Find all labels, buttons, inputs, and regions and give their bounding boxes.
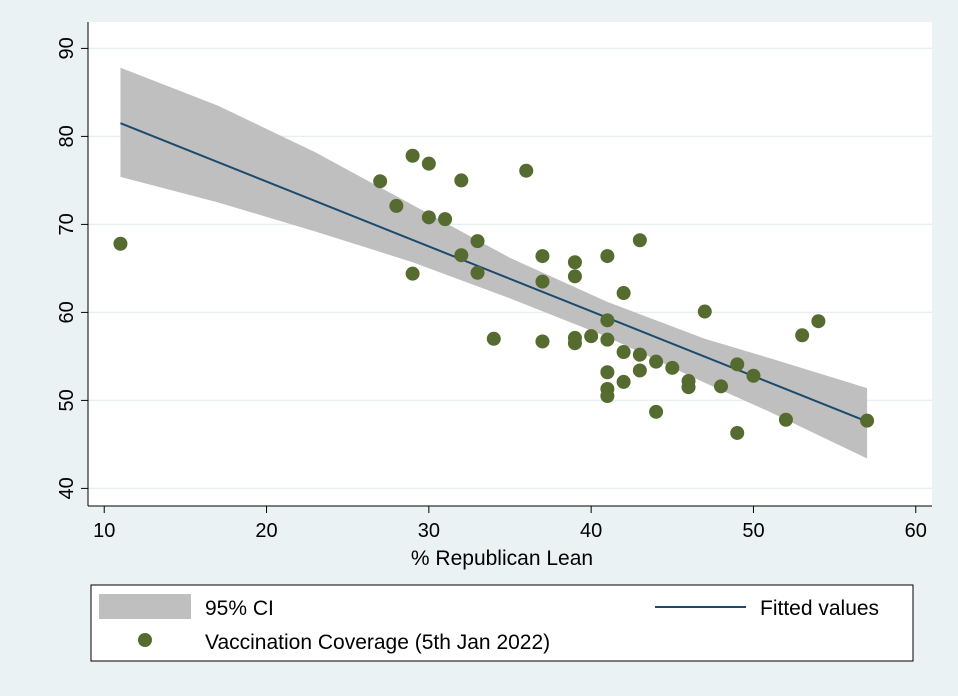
data-point: [730, 357, 745, 372]
legend: 95% CI Fitted values Vaccination Coverag…: [90, 584, 914, 662]
x-tick-label: 30: [418, 520, 440, 542]
y-ticks: 40 50 60 70 80 90: [56, 37, 88, 500]
data-point: [584, 329, 599, 344]
data-point: [421, 210, 436, 225]
data-point: [730, 425, 745, 440]
data-point: [632, 363, 647, 378]
data-point: [470, 265, 485, 280]
data-point: [454, 173, 469, 188]
data-point: [714, 379, 728, 394]
data-point: [616, 286, 631, 301]
data-point: [389, 198, 404, 213]
data-point: [535, 334, 550, 349]
y-tick-label: 90: [56, 37, 78, 59]
data-point: [535, 274, 550, 289]
grid-lines: [88, 47, 932, 489]
data-point: [519, 163, 534, 178]
data-point: [600, 332, 615, 347]
data-point: [795, 328, 810, 343]
data-point: [811, 314, 826, 329]
data-point: [567, 336, 582, 351]
scatter-points: [113, 148, 875, 440]
data-point: [600, 249, 615, 264]
data-point: [438, 212, 453, 227]
data-point: [405, 266, 420, 281]
y-tick-label: 50: [56, 389, 78, 411]
legend-fit-label: Fitted values: [760, 597, 879, 620]
legend-box: [90, 584, 914, 662]
data-point: [616, 345, 631, 359]
y-tick-label: 70: [56, 213, 78, 235]
legend-ci-label: 95% CI: [205, 597, 274, 620]
y-tick-label: 80: [56, 125, 78, 147]
axes: [87, 22, 932, 507]
data-point: [535, 249, 550, 264]
x-tick-label: 40: [580, 520, 602, 542]
x-ticks: 10 20 30 40 50 60: [93, 506, 927, 542]
y-tick-label: 40: [56, 477, 78, 499]
data-point: [470, 234, 485, 249]
data-point: [373, 174, 388, 189]
fitted-line: [120, 122, 868, 423]
x-tick-label: 20: [255, 520, 277, 542]
data-point: [486, 331, 501, 346]
data-point: [600, 313, 615, 328]
data-point: [632, 347, 647, 362]
x-tick-label: 50: [742, 520, 764, 542]
data-point: [632, 233, 647, 248]
legend-point-swatch: [138, 633, 152, 647]
x-axis-label: % Republican Lean: [411, 547, 593, 570]
data-point: [567, 269, 582, 284]
data-point: [860, 413, 875, 428]
data-point: [567, 255, 582, 270]
legend-points-label: Vaccination Coverage (5th Jan 2022): [205, 631, 550, 654]
data-point: [665, 360, 680, 375]
data-point: [649, 404, 664, 419]
data-point: [616, 374, 631, 389]
data-point: [778, 412, 793, 427]
data-point: [600, 389, 615, 403]
data-point: [746, 368, 761, 383]
data-point: [649, 354, 664, 369]
x-tick-label: 10: [93, 520, 115, 542]
data-point: [454, 248, 469, 263]
data-point: [405, 148, 420, 163]
data-point: [681, 380, 696, 395]
data-point: [113, 236, 128, 251]
data-point: [421, 156, 436, 171]
legend-ci-swatch: [99, 594, 191, 619]
data-point: [697, 304, 712, 319]
y-tick-label: 60: [56, 301, 78, 323]
x-tick-label: 60: [905, 520, 927, 542]
ci-band: [120, 67, 868, 459]
data-point: [600, 365, 615, 380]
